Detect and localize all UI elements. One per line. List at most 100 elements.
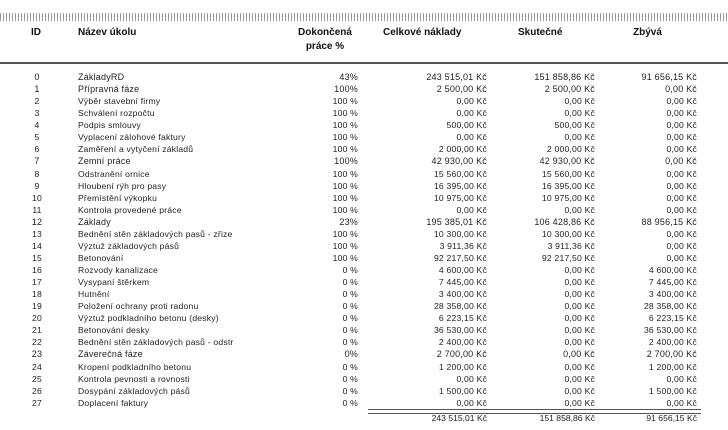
task-name: Odstranění ornice [78, 168, 150, 179]
table-row: 8 Odstranění ornice 100 % 15 560,00 Kč 15 56… [0, 168, 728, 180]
actual-cost: 0,00 Kč [563, 349, 595, 360]
total-cost-sum: 243 515,01 Kč [431, 413, 487, 423]
percent-complete: 100 % [332, 120, 358, 131]
header-id: ID [31, 27, 41, 38]
table-row: 2 Výběr stavební firmy 100 % 0,00 Kč 0,00 Kč… [0, 95, 728, 107]
remaining-cost: 0,00 Kč [666, 252, 697, 263]
task-name: Kontrola provedené práce [78, 204, 182, 215]
table-row: 22 Bednění stěn základových pasů - odstr 0… [0, 336, 728, 348]
task-name: Bednění stěn základových pasů - zřize [78, 228, 233, 239]
total-cost: 195 385,01 Kč [426, 216, 487, 227]
remaining-cost: 2 400,00 Kč [648, 337, 697, 348]
total-cost: 1 500,00 Kč [438, 385, 487, 396]
percent-complete: 0 % [342, 325, 358, 336]
actual-cost: 106 428,86 Kč [534, 216, 595, 227]
table-row: 11 Kontrola provedené práce 100 % 0,00 Kč 0,… [0, 204, 728, 216]
percent-complete: 100 % [332, 96, 358, 107]
percent-complete: 0 % [342, 337, 358, 348]
remaining-cost: 0,00 Kč [666, 180, 697, 191]
actual-cost: 0,00 Kč [564, 313, 595, 324]
total-cost: 0,00 Kč [456, 108, 487, 119]
remaining-cost: 3 400,00 Kč [648, 289, 697, 300]
task-name: Kropení podkladního betonu [78, 361, 192, 372]
total-cost: 0,00 Kč [456, 373, 487, 384]
remaining-cost: 0,00 Kč [666, 228, 697, 239]
task-id: 7 [34, 156, 40, 167]
percent-complete: 100 % [332, 240, 358, 251]
actual-cost: 16 395,00 Kč [541, 180, 595, 191]
header-remaining-cost: Zbývá [633, 27, 662, 38]
table-row: 1 Přípravná fáze 100% 2 500,00 Kč 2 500,00 K… [0, 83, 728, 95]
percent-complete: 100 % [332, 108, 358, 119]
total-cost: 0,00 Kč [456, 96, 487, 107]
table-row: 16 Rozvody kanalizace 0 % 4 600,00 Kč 0,00 K… [0, 264, 728, 276]
remaining-cost: 2 700,00 Kč [646, 349, 697, 360]
remaining-cost: 7 445,00 Kč [648, 277, 697, 288]
table-row: 21 Betonování desky 0 % 36 530,00 Kč 0,00 Kč… [0, 324, 728, 336]
actual-cost: 0,00 Kč [564, 265, 595, 275]
percent-complete: 100 % [332, 168, 358, 179]
percent-complete: 0 % [342, 289, 358, 300]
table-row: 23 Záverečná fáze 0% 2 700,00 Kč 0,00 Kč 2 70… [0, 348, 728, 360]
actual-cost: 0,00 Kč [564, 337, 595, 348]
actual-cost: 0,00 Kč [564, 325, 595, 336]
remaining-cost: 28 358,00 Kč [643, 301, 697, 312]
actual-cost: 0,00 Kč [564, 277, 595, 288]
table-row: 0 ZákladyRD 43% 243 515,01 Kč 151 858,86 Kč 9… [0, 71, 728, 83]
remaining-cost: 1 200,00 Kč [648, 361, 697, 372]
task-name: Výběr stavební firmy [78, 96, 161, 107]
remaining-cost: 88 956,15 Kč [641, 216, 697, 227]
remaining-cost: 36 530,00 Kč [643, 325, 697, 336]
remaining-cost: 0,00 Kč [666, 96, 697, 107]
task-name: Výztuž základových pásů [78, 240, 180, 251]
total-cost: 2 400,00 Kč [438, 337, 487, 348]
task-name: Zemní práce [78, 156, 131, 167]
table-row: 27 Doplacení faktury 0 % 0,00 Kč 0,00 Kč 0,00… [0, 397, 728, 409]
task-id: 11 [32, 204, 42, 215]
percent-complete: 23% [339, 216, 358, 227]
remaining-cost: 0,00 Kč [665, 156, 697, 167]
total-cost: 36 530,00 Kč [433, 325, 487, 336]
header-percent-complete-line1: Dokončená [298, 27, 352, 38]
remaining-cost-sum: 91 656,15 Kč [646, 413, 697, 423]
task-name: Výztuž podkladního betonu (desky) [78, 313, 219, 324]
remaining-cost: 0,00 Kč [666, 192, 697, 203]
remaining-cost: 0,00 Kč [666, 373, 697, 384]
task-name: Přemístění výkopku [78, 192, 158, 203]
task-name: Vyplacení zálohové faktury [78, 132, 186, 143]
total-cost: 6 223,15 Kč [438, 313, 487, 324]
actual-cost: 0,00 Kč [564, 301, 595, 312]
table-row: 15 Betonování 100 % 92 217,50 Kč 92 217,50 K… [0, 252, 728, 264]
table-row: 6 Zaměření a vytyčení základů 100 % 2 000,0… [0, 143, 728, 155]
total-cost: 15 560,00 Kč [433, 168, 487, 179]
table-row: 25 Kontrola pevnosti a rovnosti 0 % 0,00 Kč… [0, 373, 728, 385]
percent-complete: 43% [339, 72, 358, 82]
header-hatch-band [0, 13, 728, 21]
task-id: 12 [31, 216, 43, 227]
task-id: 10 [32, 192, 42, 203]
task-name: Hutnění [78, 289, 110, 300]
percent-complete: 0 % [342, 385, 358, 396]
task-name: Hloubení rýh pro pasy [78, 180, 167, 191]
task-id: 21 [32, 325, 42, 336]
task-name: ZákladyRD [78, 72, 125, 82]
percent-complete: 100 % [332, 144, 358, 155]
task-name: Betonování desky [78, 325, 150, 336]
totals-double-rule [368, 409, 701, 414]
header-total-cost: Celkové náklady [383, 27, 462, 38]
total-cost: 2 700,00 Kč [436, 349, 487, 360]
task-id: 8 [34, 168, 40, 179]
table-row: 24 Kropení podkladního betonu 0 % 1 200,00 … [0, 361, 728, 373]
remaining-cost: 0,00 Kč [666, 108, 697, 119]
actual-cost: 42 930,00 Kč [539, 156, 595, 167]
task-id: 26 [32, 385, 42, 396]
actual-cost-sum: 151 858,86 Kč [539, 413, 595, 423]
remaining-cost: 0,00 Kč [666, 120, 697, 131]
task-id: 2 [34, 96, 40, 107]
total-cost: 1 200,00 Kč [438, 361, 487, 372]
table-row: 12 Základy 23% 195 385,01 Kč 106 428,86 Kč 88… [0, 216, 728, 228]
actual-cost: 0,00 Kč [564, 397, 595, 408]
percent-complete: 0 % [342, 361, 358, 372]
remaining-cost: 0,00 Kč [666, 397, 697, 408]
remaining-cost: 0,00 Kč [666, 132, 697, 143]
